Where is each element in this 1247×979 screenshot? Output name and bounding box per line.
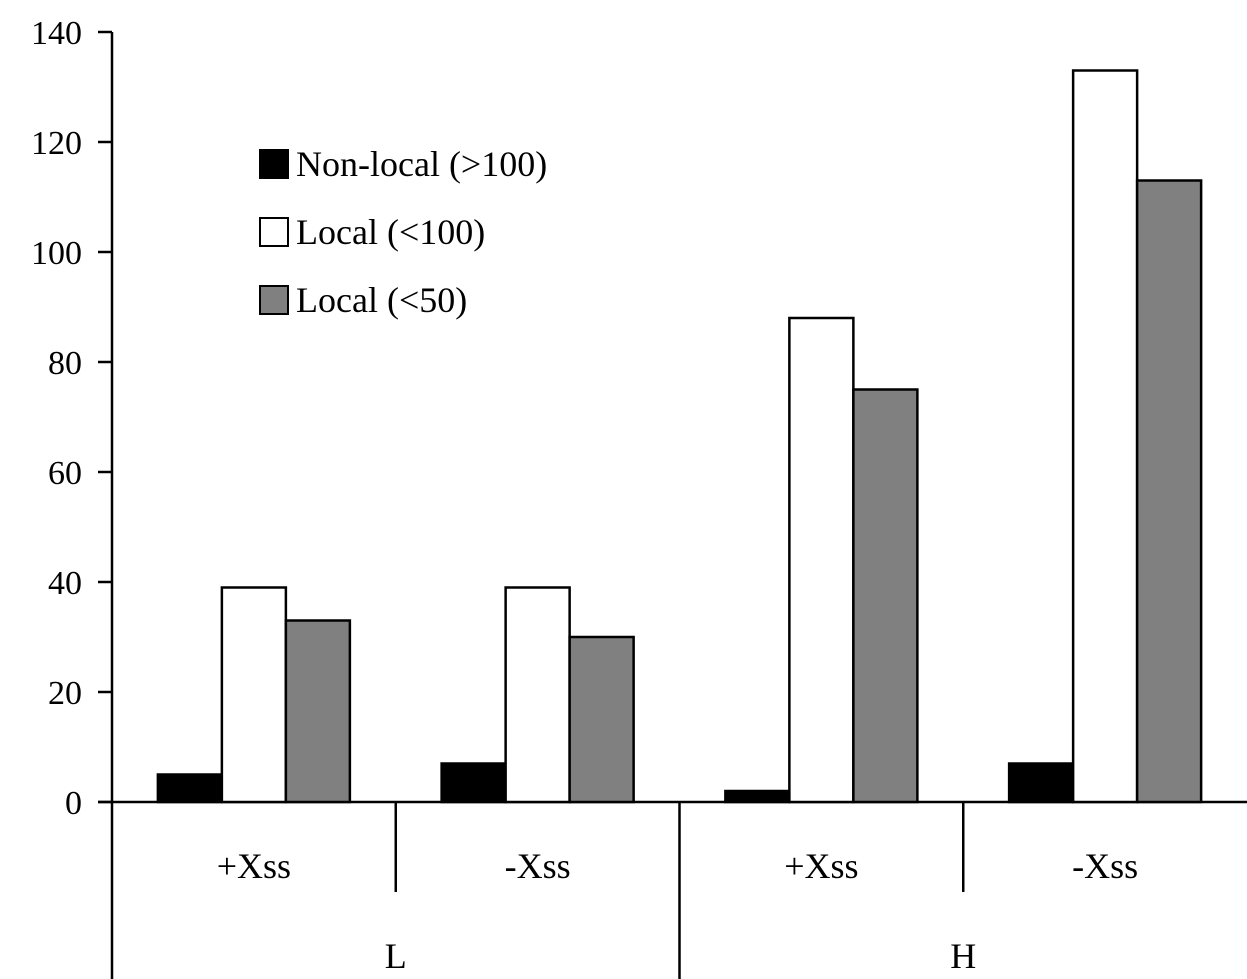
- x-group-label: L: [385, 936, 407, 976]
- legend-label: Local (<100): [296, 212, 485, 252]
- x-category-label: +Xss: [217, 846, 291, 886]
- bar: [852, 388, 919, 804]
- legend-label: Non-local (>100): [296, 144, 547, 184]
- x-category-label: +Xss: [784, 846, 858, 886]
- bar: [220, 586, 288, 804]
- legend-swatch: [259, 285, 289, 315]
- bar: [284, 619, 352, 804]
- bar: [1071, 69, 1139, 804]
- bar: [788, 316, 855, 804]
- x-group-label: H: [950, 936, 976, 976]
- bar: [504, 586, 571, 804]
- y-tick-label: 100: [31, 235, 82, 272]
- y-tick-label: 80: [48, 345, 82, 382]
- legend-swatch: [259, 149, 289, 179]
- x-category-label: -Xss: [505, 846, 571, 886]
- bar: [440, 762, 507, 804]
- y-tick-label: 0: [65, 785, 82, 822]
- legend-swatch: [259, 217, 289, 247]
- y-tick-label: 120: [31, 125, 82, 162]
- bar: [156, 773, 224, 804]
- y-tick-label: 40: [48, 565, 82, 602]
- bars: [156, 69, 1203, 804]
- axis-labels: 0 20 40 60 80 100 120 140 +Xss -Xss +Xss -Xss L H: [31, 15, 1138, 976]
- y-tick-label: 20: [48, 675, 82, 712]
- x-category-label: -Xss: [1072, 846, 1138, 886]
- bar: [568, 635, 635, 804]
- bar: [724, 789, 791, 804]
- bar: [1007, 762, 1075, 804]
- y-tick-label: 140: [31, 15, 82, 52]
- y-tick-label: 60: [48, 455, 82, 492]
- legend: Non-local (>100) Local (<100) Local (<50): [259, 144, 547, 320]
- legend-label: Local (<50): [296, 280, 467, 320]
- bar: [1135, 179, 1203, 804]
